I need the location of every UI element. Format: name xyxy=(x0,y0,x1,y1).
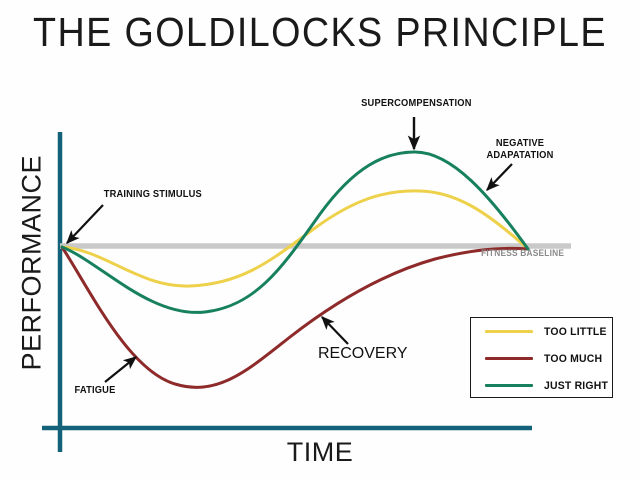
curve-too-much xyxy=(60,245,530,389)
legend-swatch-just-right xyxy=(485,384,533,387)
legend-label-too-much: TOO MUCH xyxy=(544,352,603,365)
annotation-negative-adaptation: NEGATIVE ADAPATATION xyxy=(486,138,554,161)
recovery-arrow xyxy=(321,316,349,345)
annotation-supercompensation: SUPERCOMPENSATION xyxy=(361,98,472,109)
chart-legend: TOO LITTLE TOO MUCH JUST RIGHT xyxy=(470,317,613,398)
curve-too-little xyxy=(60,189,530,288)
legend-swatch-too-little xyxy=(485,330,533,333)
annotation-fatigue: FATIGUE xyxy=(74,385,116,396)
legend-item-too-little[interactable]: TOO LITTLE xyxy=(471,318,614,345)
training-stimulus-arrow xyxy=(66,204,104,244)
fatigue-arrow xyxy=(104,356,138,383)
curve-just-right xyxy=(60,150,530,314)
legend-item-just-right[interactable]: JUST RIGHT xyxy=(471,372,614,399)
negative-adaptation-arrow xyxy=(486,163,513,191)
x-axis-label: TIME xyxy=(286,437,354,467)
y-axis-label: PERFORMANCE xyxy=(16,154,47,371)
legend-swatch-too-much xyxy=(485,357,533,360)
legend-item-too-much[interactable]: TOO MUCH xyxy=(471,345,614,372)
legend-label-just-right: JUST RIGHT xyxy=(544,379,609,392)
legend-label-too-little: TOO LITTLE xyxy=(544,325,607,338)
annotation-recovery: RECOVERY xyxy=(318,345,408,362)
page-title: THE GOLDILOCKS PRINCIPLE xyxy=(33,9,607,55)
annotation-training-stimulus: TRAINING STIMULUS xyxy=(103,189,202,200)
annotation-fitness-baseline: FITNESS BASELINE xyxy=(481,248,565,258)
